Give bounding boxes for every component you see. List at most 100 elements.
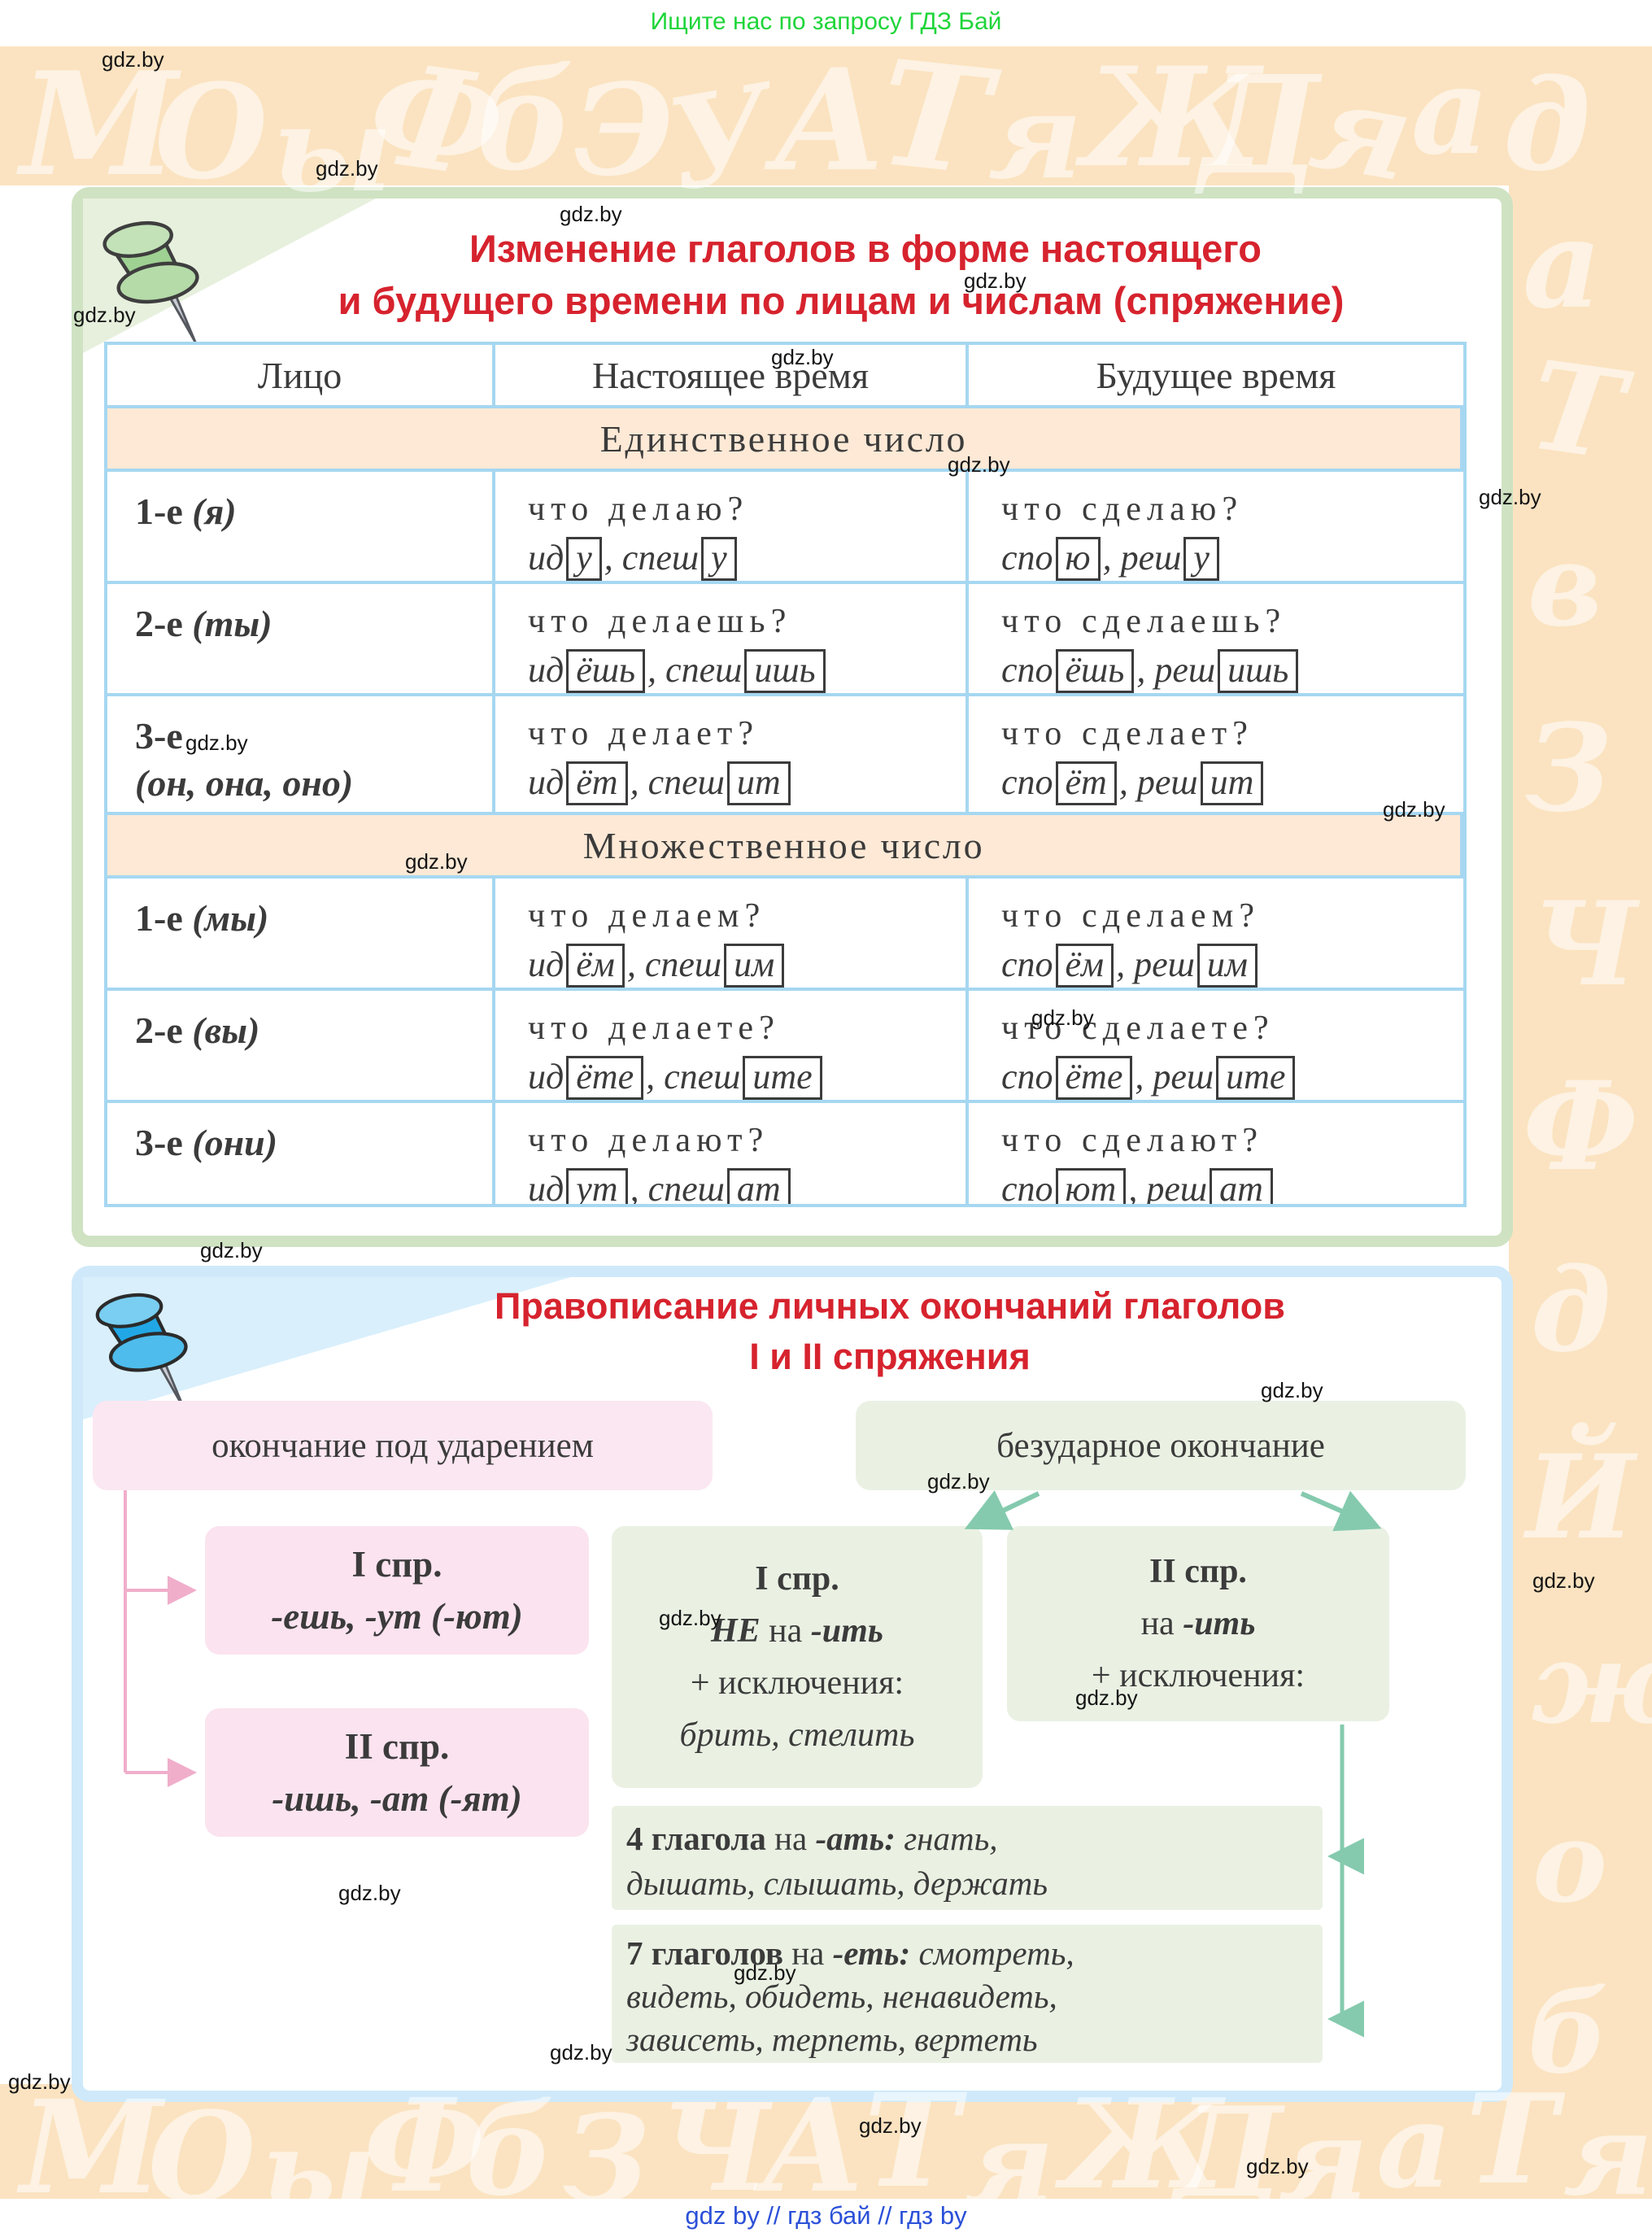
verb-stem: спеш	[647, 762, 725, 802]
decorative-letter: б	[465, 2078, 555, 2223]
verb-ending-box: ёт	[566, 761, 628, 806]
gdzby-watermark: gdz.by	[73, 303, 136, 327]
verb-stem: реш	[1146, 1169, 1208, 1204]
person-cell: 3-е (они)	[107, 1103, 495, 1204]
verb-stem: спо	[1001, 1057, 1053, 1097]
question-text: что сделаем?	[1001, 897, 1261, 935]
decorative-letter: О	[148, 2084, 256, 2230]
conjugation2-stressed-box: II спр. -ишь, -ат (-ят)	[205, 1708, 589, 1837]
verb-ending-box: ёшь	[1055, 649, 1135, 693]
verb-stem: ид	[528, 538, 564, 578]
future-tense-cell: что сделаю? спо ю, реш у	[969, 472, 1463, 584]
text-segment: брить, стелить	[679, 1716, 915, 1754]
verb-ending-box: ат	[726, 1168, 791, 1204]
text-line: -ешь, -ут (-ют)	[205, 1590, 589, 1642]
verb-forms: спо ёте, реш ите	[1001, 1053, 1463, 1100]
future-tense-cell: что сделаешь? спо ёшь, реш ишь	[969, 584, 1463, 696]
person-pronoun: (они)	[192, 1122, 278, 1163]
verb-stem: ид	[528, 1057, 564, 1097]
decorative-letter: Т	[1466, 2066, 1558, 2212]
panel-spelling-rules: Правописание личных окончаний глаголов I…	[72, 1266, 1513, 2102]
decorative-letter: я	[965, 2096, 1054, 2229]
gdzby-watermark: gdz.by	[338, 1881, 401, 1905]
question-text: что делает?	[528, 715, 760, 752]
text-segment: 4 глагола	[626, 1820, 766, 1857]
conjugation1-unstressed-box: I спр. НЕ на -ить + исключения: брить, стел…	[612, 1526, 983, 1788]
decorative-letter: я	[1279, 2093, 1368, 2226]
decorative-letter: М	[20, 41, 178, 208]
decorative-letter: б	[1528, 1966, 1609, 2099]
text-segment: I спр.	[351, 1544, 442, 1585]
text-line: II спр.	[205, 1720, 589, 1773]
person-label: 1-е (мы)	[135, 895, 492, 942]
decorative-letter: Ф	[364, 2071, 486, 2222]
person-number: 2-е	[135, 1009, 183, 1051]
decorative-letter: а	[1376, 2077, 1453, 2214]
pushpin-icon	[95, 1293, 188, 1411]
gdzby-watermark: gdz.by	[948, 452, 1010, 477]
verb-ending-box: у	[701, 537, 737, 581]
text-line: II спр.	[1007, 1546, 1389, 1598]
conjugation1-stressed-box: I спр. -ешь, -ут (-ют)	[205, 1526, 589, 1655]
decorative-letter: б	[476, 40, 575, 201]
gdzby-watermark: gdz.by	[927, 1469, 990, 1494]
verb-stem: спо	[1001, 944, 1053, 984]
gdzby-watermark: gdz.by	[659, 1606, 721, 1630]
verb-stem: спеш	[644, 944, 722, 984]
verb-stem: спеш	[621, 538, 700, 578]
decorative-letter: я	[988, 68, 1083, 206]
verb-ending-box: ёт	[1055, 761, 1117, 806]
verb-forms: спо ют, реш ат	[1001, 1165, 1463, 1204]
decorative-letter: ж	[1531, 1627, 1652, 1739]
question-text: что сделаю?	[1001, 491, 1244, 528]
decorative-letter: Т	[1521, 334, 1632, 488]
text-line: -ишь, -ат (-ят)	[205, 1773, 589, 1825]
verb-ending-box: ёшь	[566, 649, 646, 693]
person-cell: 1-е (мы)	[107, 879, 495, 991]
text-segment: + исключения:	[690, 1664, 904, 1702]
verb-forms: ид ут, спеш ат	[528, 1165, 965, 1204]
person-pronoun: (он, она, оно)	[135, 762, 354, 804]
future-tense-cell: что сделают? спо ют, реш ат	[969, 1103, 1463, 1204]
verb-stem: реш	[1134, 944, 1195, 984]
text-segment: -еть:	[832, 1934, 911, 1972]
text-segment: на	[765, 1820, 816, 1857]
decorative-letter: Ф	[1523, 1055, 1639, 1198]
person-number: 1-е	[135, 897, 183, 939]
text-segment: -ить	[810, 1612, 884, 1650]
text-line: + исключения:	[612, 1657, 983, 1709]
decorative-letter: ы	[262, 2104, 377, 2237]
verb-ending-box: ите	[743, 1056, 822, 1100]
person-pronoun: (вы)	[192, 1009, 260, 1051]
text-line: на -ить	[1007, 1598, 1389, 1650]
four-verbs-exception-box: 4 глагола на -ать: гнать, дышать, слышать…	[612, 1806, 1323, 1910]
panel2-title-line2: I и II спряжения	[749, 1336, 1031, 1377]
orange-band-top	[0, 46, 1652, 185]
text-segment: дышать, слышать, держать	[626, 1864, 1048, 1902]
decorative-letter: З	[563, 2088, 650, 2230]
text-segment: -ить	[1183, 1605, 1256, 1642]
verb-ending-box: ишь	[744, 649, 826, 693]
panel2-title-line1: Правописание личных окончаний глаголов	[495, 1285, 1285, 1327]
text-line: 4 глагола на -ать: гнать,	[626, 1816, 1323, 1861]
gdzby-watermark: gdz.by	[405, 849, 468, 874]
verb-ending-box: ит	[726, 761, 791, 806]
person-label: 2-е (ты)	[135, 600, 492, 648]
verb-ending-box: ишь	[1218, 649, 1299, 693]
verb-ending-box: ат	[1210, 1168, 1273, 1204]
question-text: что сделают?	[1001, 1122, 1264, 1159]
verb-forms: ид ёте, спеш ите	[528, 1053, 965, 1100]
conjugation2-unstressed-box: II спр. на -ить + исключения:	[1007, 1526, 1389, 1721]
decorative-letter: З	[1525, 697, 1612, 839]
future-tense-cell: что сделает? спо ёт, реш ит	[969, 696, 1463, 815]
gdzby-watermark: gdz.by	[102, 47, 164, 72]
text-segment: видеть, обидеть, ненавидеть,	[626, 1977, 1057, 2015]
verb-stem: ид	[528, 944, 564, 984]
person-pronoun: (мы)	[192, 897, 269, 939]
verb-stem: спеш	[647, 1169, 725, 1204]
gdzby-watermark: gdz.by	[1479, 485, 1541, 509]
text-line: видеть, обидеть, ненавидеть,	[626, 1975, 1323, 2018]
table-header-cell: Лицо	[107, 345, 495, 408]
decorative-letter: Й	[1526, 1430, 1636, 1565]
gdzby-watermark: gdz.by	[1246, 2154, 1309, 2178]
